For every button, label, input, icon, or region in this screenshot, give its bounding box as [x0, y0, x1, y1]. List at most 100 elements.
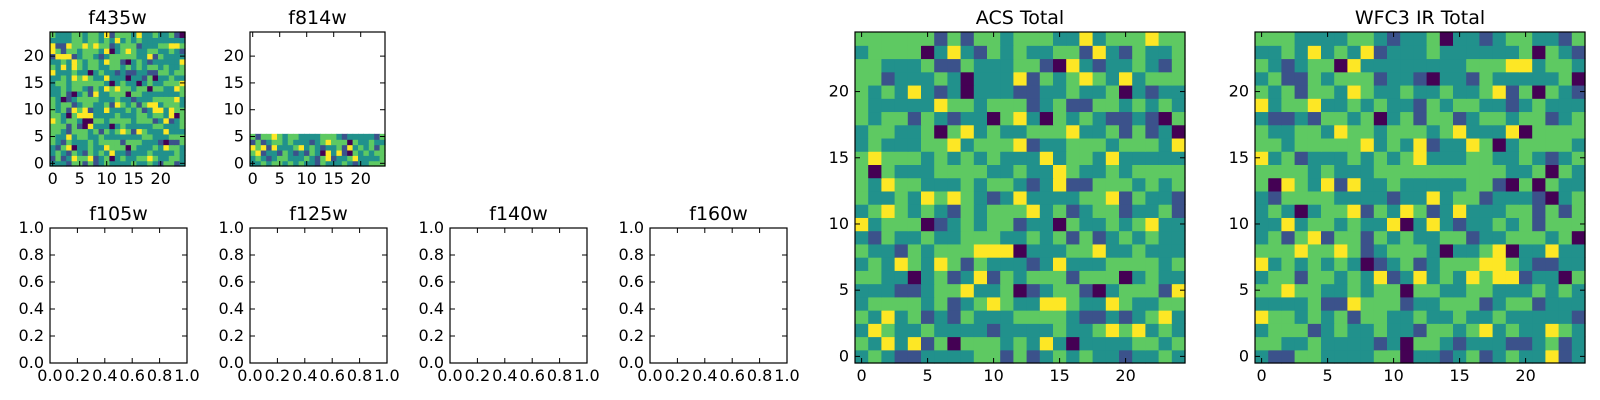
heatmap-cell — [347, 144, 354, 151]
heatmap-cell — [77, 64, 83, 71]
heatmap-cell — [82, 69, 89, 76]
heatmap-cell — [104, 37, 110, 44]
heatmap-cell — [1145, 98, 1160, 113]
heatmap-cell — [168, 160, 175, 167]
heatmap-cell — [960, 230, 975, 245]
heatmap-cell — [868, 230, 882, 245]
heatmap-cell — [98, 53, 105, 60]
heatmap-cell — [1026, 177, 1041, 192]
heatmap-cell — [1255, 111, 1269, 126]
heatmap-cell — [1321, 84, 1335, 99]
heatmap-cell — [1505, 124, 1520, 139]
y-tick-label: 1.0 — [419, 218, 444, 237]
heatmap-cell — [1268, 137, 1282, 152]
heatmap-cell — [1466, 84, 1480, 99]
y-tick-label: 15 — [1229, 148, 1249, 167]
heatmap-cell — [1453, 71, 1467, 86]
heatmap-cell — [174, 139, 181, 146]
heatmap-cell — [881, 58, 896, 73]
heatmap-cell — [158, 139, 164, 146]
heatmap-cell — [1387, 296, 1401, 311]
heatmap-cell — [1132, 243, 1146, 258]
heatmap-cell — [336, 155, 343, 162]
heatmap-cell — [1145, 230, 1160, 245]
heatmap-cell — [98, 69, 105, 76]
heatmap-cell — [1492, 177, 1507, 192]
heatmap-cell — [1505, 204, 1520, 218]
heatmap-cell — [114, 133, 121, 140]
heatmap-cell — [907, 204, 922, 218]
heatmap-cell — [1439, 71, 1454, 86]
heatmap-cell — [1492, 283, 1507, 298]
heatmap-cell — [1026, 270, 1041, 285]
heatmap-cell — [868, 124, 882, 139]
heatmap-cell — [881, 296, 896, 311]
heatmap-cell — [1026, 124, 1041, 139]
heatmap-cell — [1571, 217, 1586, 232]
y-tick-label: 5 — [839, 280, 849, 299]
heatmap-cell — [1158, 230, 1173, 245]
heatmap-cell — [282, 149, 289, 156]
heatmap-cell — [1013, 151, 1028, 165]
heatmap-cell — [1400, 84, 1414, 99]
heatmap-cell — [131, 37, 137, 44]
heatmap-cell — [1466, 336, 1480, 351]
heatmap-cell — [987, 230, 1001, 245]
heatmap-cell — [1360, 243, 1375, 258]
heatmap-cell — [1387, 349, 1401, 364]
heatmap-cell — [125, 112, 132, 119]
heatmap-cell — [314, 139, 321, 146]
heatmap-cell — [1519, 349, 1533, 364]
heatmap-cell — [141, 139, 148, 146]
heatmap-cell — [60, 117, 67, 124]
heatmap-cell — [1571, 151, 1586, 165]
heatmap-cell — [120, 144, 127, 151]
heatmap-cell — [1439, 111, 1454, 126]
heatmap-cell — [1066, 151, 1080, 165]
heatmap-cell — [1026, 84, 1041, 99]
heatmap-cell — [163, 32, 170, 38]
heatmap-cell — [1373, 58, 1388, 73]
heatmap-cell — [1039, 243, 1054, 258]
heatmap-cell — [1053, 124, 1067, 139]
heatmap-cell — [1000, 124, 1014, 139]
heatmap-cell — [1439, 124, 1454, 139]
heatmap-cell — [934, 310, 948, 324]
heatmap-cell — [1255, 243, 1269, 258]
heatmap-cell — [1307, 137, 1322, 152]
heatmap-cell — [260, 149, 267, 156]
heatmap-cell — [131, 80, 137, 87]
heatmap-cell — [1294, 32, 1309, 46]
heatmap-cell — [934, 217, 948, 232]
heatmap-cell — [921, 137, 935, 152]
heatmap-cell — [1558, 243, 1573, 258]
heatmap-cell — [152, 123, 159, 130]
heatmap-cell — [1171, 137, 1186, 152]
heatmap-cell — [1439, 349, 1454, 364]
heatmap-cell — [163, 90, 170, 97]
heatmap-cell — [1039, 177, 1054, 192]
heatmap-cell — [1532, 349, 1546, 364]
heatmap-cell — [1453, 177, 1467, 192]
subplot-title: f435w — [88, 7, 147, 29]
heatmap-cell — [1426, 84, 1441, 99]
heatmap-cell — [50, 37, 56, 44]
heatmap-cell — [1066, 190, 1080, 205]
heatmap-cell — [1119, 177, 1133, 192]
heatmap-cell — [309, 133, 316, 140]
heatmap-cell — [1013, 124, 1028, 139]
heatmap-cell — [1000, 270, 1014, 285]
heatmap-cell — [855, 190, 869, 205]
heatmap-cell — [98, 101, 105, 108]
heatmap-cell — [1000, 45, 1014, 60]
heatmap-cell — [1053, 151, 1067, 165]
heatmap-cell — [114, 139, 121, 146]
heatmap-cell — [141, 53, 148, 60]
heatmap-cell — [1171, 349, 1186, 364]
heatmap-cell — [1479, 137, 1494, 152]
heatmap-cell — [1092, 230, 1107, 245]
heatmap-cell — [98, 42, 105, 49]
heatmap-cell — [163, 42, 170, 49]
heatmap-cell — [1026, 296, 1041, 311]
heatmap-cell — [1439, 296, 1454, 311]
